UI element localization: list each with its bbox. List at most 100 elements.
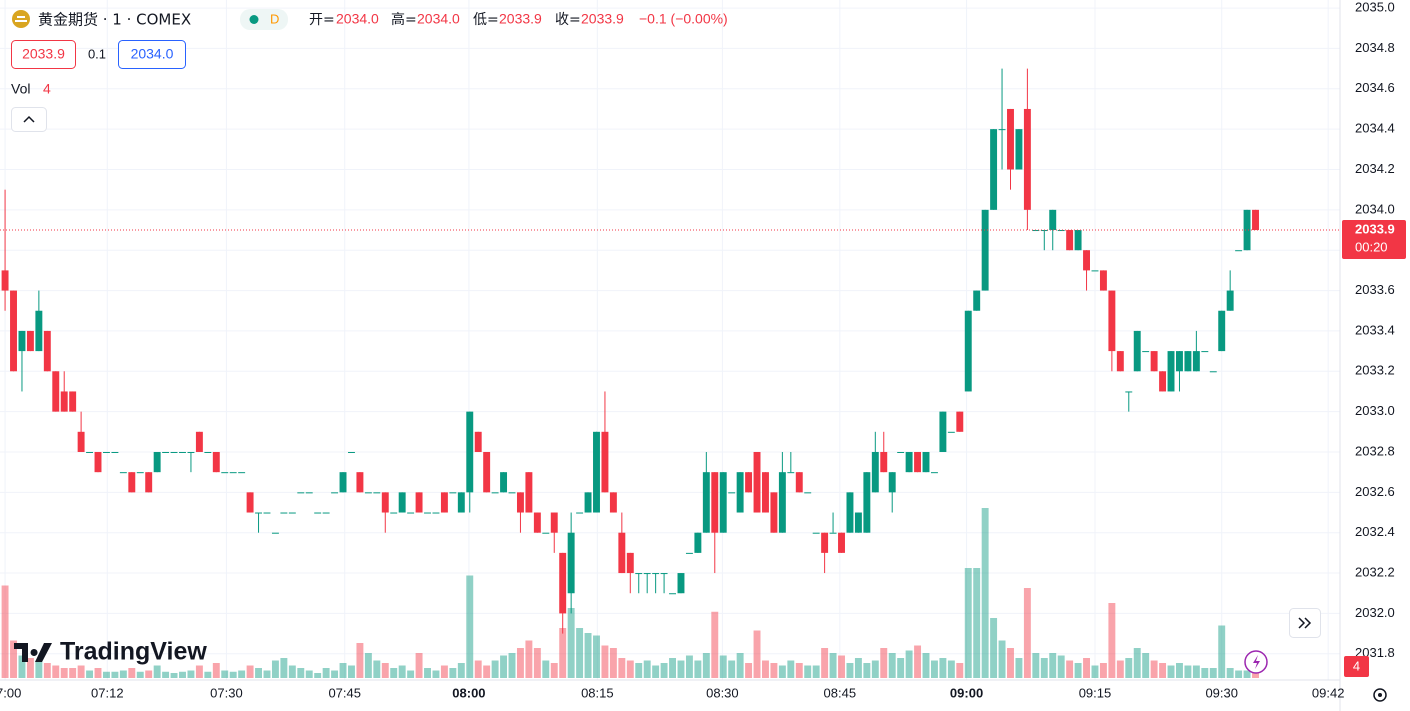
candle-body xyxy=(179,451,186,453)
candle-body xyxy=(677,573,685,594)
candle-body xyxy=(69,391,77,412)
candle-body xyxy=(533,512,541,533)
volume-bar xyxy=(719,655,727,678)
candle-body xyxy=(407,512,415,514)
ask-box[interactable] xyxy=(118,40,186,69)
bid-box[interactable] xyxy=(11,40,76,69)
y-tick-label: 2034.2 xyxy=(1355,161,1395,176)
candle-body xyxy=(1091,270,1099,272)
volume-bar xyxy=(263,670,271,678)
volume-bar xyxy=(162,671,170,678)
y-tick-label: 2032.8 xyxy=(1355,443,1395,458)
volume-bar xyxy=(601,645,609,678)
volume-bar xyxy=(922,653,930,678)
candle-body xyxy=(669,593,676,595)
volume-bar xyxy=(415,653,423,678)
candle-body xyxy=(187,451,195,453)
spread: 0.1 xyxy=(88,46,106,61)
volume-bar xyxy=(271,660,279,678)
ohlc-label: 低= xyxy=(473,12,499,28)
y-tick-label: 2032.4 xyxy=(1355,524,1395,539)
collapse-button[interactable] xyxy=(11,107,47,132)
volume-bar xyxy=(212,663,220,678)
volume-bar xyxy=(43,663,51,678)
volume-bar xyxy=(26,658,34,678)
volume-bar xyxy=(888,653,896,678)
candle-body xyxy=(1,270,9,291)
volume-bar xyxy=(145,670,153,678)
candle-body xyxy=(466,411,474,493)
x-tick-label: 09:00 xyxy=(950,685,983,700)
candle-body xyxy=(753,451,761,513)
x-tick-label: 07:00 xyxy=(0,685,21,700)
volume-bar xyxy=(1167,665,1175,678)
candle-body xyxy=(694,532,702,553)
symbol-icon-mark xyxy=(15,16,27,22)
candle-body xyxy=(238,472,246,474)
candle-body xyxy=(153,451,161,473)
volume-bar xyxy=(348,665,355,678)
volume-bar xyxy=(111,671,119,678)
y-tick-label: 2034.6 xyxy=(1355,80,1395,95)
candle-body xyxy=(795,472,803,493)
volume-bar xyxy=(542,660,550,678)
candle-body xyxy=(457,492,465,513)
candle-body xyxy=(846,492,854,533)
candle-body xyxy=(229,472,237,474)
candle-body xyxy=(52,371,60,412)
candle-body xyxy=(956,411,964,432)
volume-bar xyxy=(930,660,938,678)
volume-bar xyxy=(1091,665,1099,678)
candle-body xyxy=(930,472,938,474)
candle-body xyxy=(348,451,355,453)
x-tick-label: 08:45 xyxy=(824,685,857,700)
settings-button[interactable] xyxy=(1373,688,1387,702)
volume-bar xyxy=(500,655,508,678)
y-tick-label: 2032.2 xyxy=(1355,564,1395,579)
symbol-icon xyxy=(12,10,30,28)
volume-bar xyxy=(939,658,947,678)
volume-bar xyxy=(322,668,330,678)
volume-bar xyxy=(297,668,305,678)
volume-bar xyxy=(1007,648,1014,678)
volume-bar xyxy=(736,653,744,678)
candle-body xyxy=(10,290,17,372)
x-tick-label: 09:30 xyxy=(1205,685,1238,700)
volume-bar xyxy=(69,668,77,678)
candle-body xyxy=(736,472,744,513)
candle-body xyxy=(26,330,34,352)
candle-body xyxy=(711,472,719,533)
volume-bar xyxy=(956,663,964,678)
candle-body xyxy=(550,512,558,533)
logo: TradingView xyxy=(14,638,207,666)
candle-body xyxy=(1074,230,1082,251)
candle-body xyxy=(1201,351,1209,353)
volume-bar xyxy=(1125,658,1133,678)
candle-body xyxy=(255,512,263,514)
volume-pane xyxy=(1,508,1259,678)
volume-bar xyxy=(1032,653,1040,678)
candle-body xyxy=(762,472,769,513)
candle-body xyxy=(745,472,753,493)
volume-bar xyxy=(60,668,68,678)
volume-bar xyxy=(1243,670,1251,678)
volume-bar xyxy=(1159,663,1167,678)
volume-bar xyxy=(1040,658,1048,678)
candle-body xyxy=(271,532,279,534)
settings-icon xyxy=(1378,693,1382,697)
candle-body xyxy=(474,431,482,452)
volume-bar xyxy=(821,648,829,678)
volume-bar xyxy=(576,628,584,678)
candle-body xyxy=(1108,290,1116,352)
volume-bar xyxy=(677,660,685,678)
header: 黄金期货 · 1 · COMEX D 开= 2034.0 高= 2034.0 低… xyxy=(11,9,728,132)
candle-body xyxy=(364,492,372,494)
candle-body xyxy=(685,552,693,554)
candle-body xyxy=(897,451,905,453)
candle-body xyxy=(643,573,651,575)
candle-body xyxy=(1125,391,1133,393)
volume-bar xyxy=(474,660,482,678)
y-tick-label: 2032.0 xyxy=(1355,605,1395,620)
candle-body xyxy=(18,330,26,352)
